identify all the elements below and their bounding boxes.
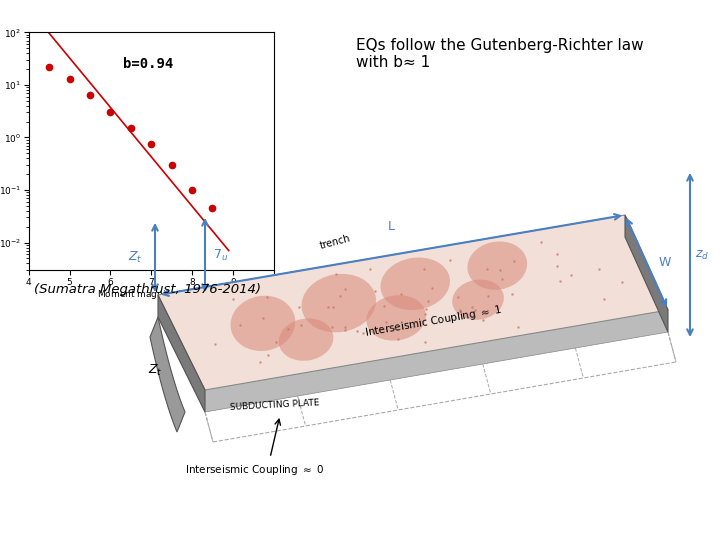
Ellipse shape [467,241,527,290]
Text: trench: trench [319,233,352,251]
Polygon shape [158,215,668,390]
Ellipse shape [380,258,450,310]
Text: $7_u$: $7_u$ [213,247,228,262]
Ellipse shape [302,274,376,333]
Ellipse shape [452,280,504,320]
Ellipse shape [279,319,333,361]
Ellipse shape [366,295,426,341]
Polygon shape [158,295,205,412]
Text: (Sumatra Megathrust, 1976-2014): (Sumatra Megathrust, 1976-2014) [34,284,261,296]
Text: W: W [659,256,671,269]
Ellipse shape [230,296,295,351]
Text: L: L [388,220,395,233]
Text: $z_d$: $z_d$ [695,248,709,261]
Text: Interseismic Coupling $\approx$ 1: Interseismic Coupling $\approx$ 1 [364,303,503,340]
Text: EQs follow the Gutenberg-Richter law
with b≈ 1: EQs follow the Gutenberg-Richter law wit… [356,38,644,70]
Polygon shape [625,215,668,332]
Polygon shape [158,237,668,412]
Polygon shape [150,317,185,432]
Text: Interseismic Coupling $\approx$ 0: Interseismic Coupling $\approx$ 0 [185,463,324,477]
Text: b=0.94: b=0.94 [122,57,173,71]
Text: $Z_t$: $Z_t$ [128,250,143,265]
Text: SUBDUCTING PLATE: SUBDUCTING PLATE [230,398,320,412]
Text: $Z_t$: $Z_t$ [148,362,163,377]
X-axis label: Moment magnitude, $M_w$: Moment magnitude, $M_w$ [96,288,206,301]
